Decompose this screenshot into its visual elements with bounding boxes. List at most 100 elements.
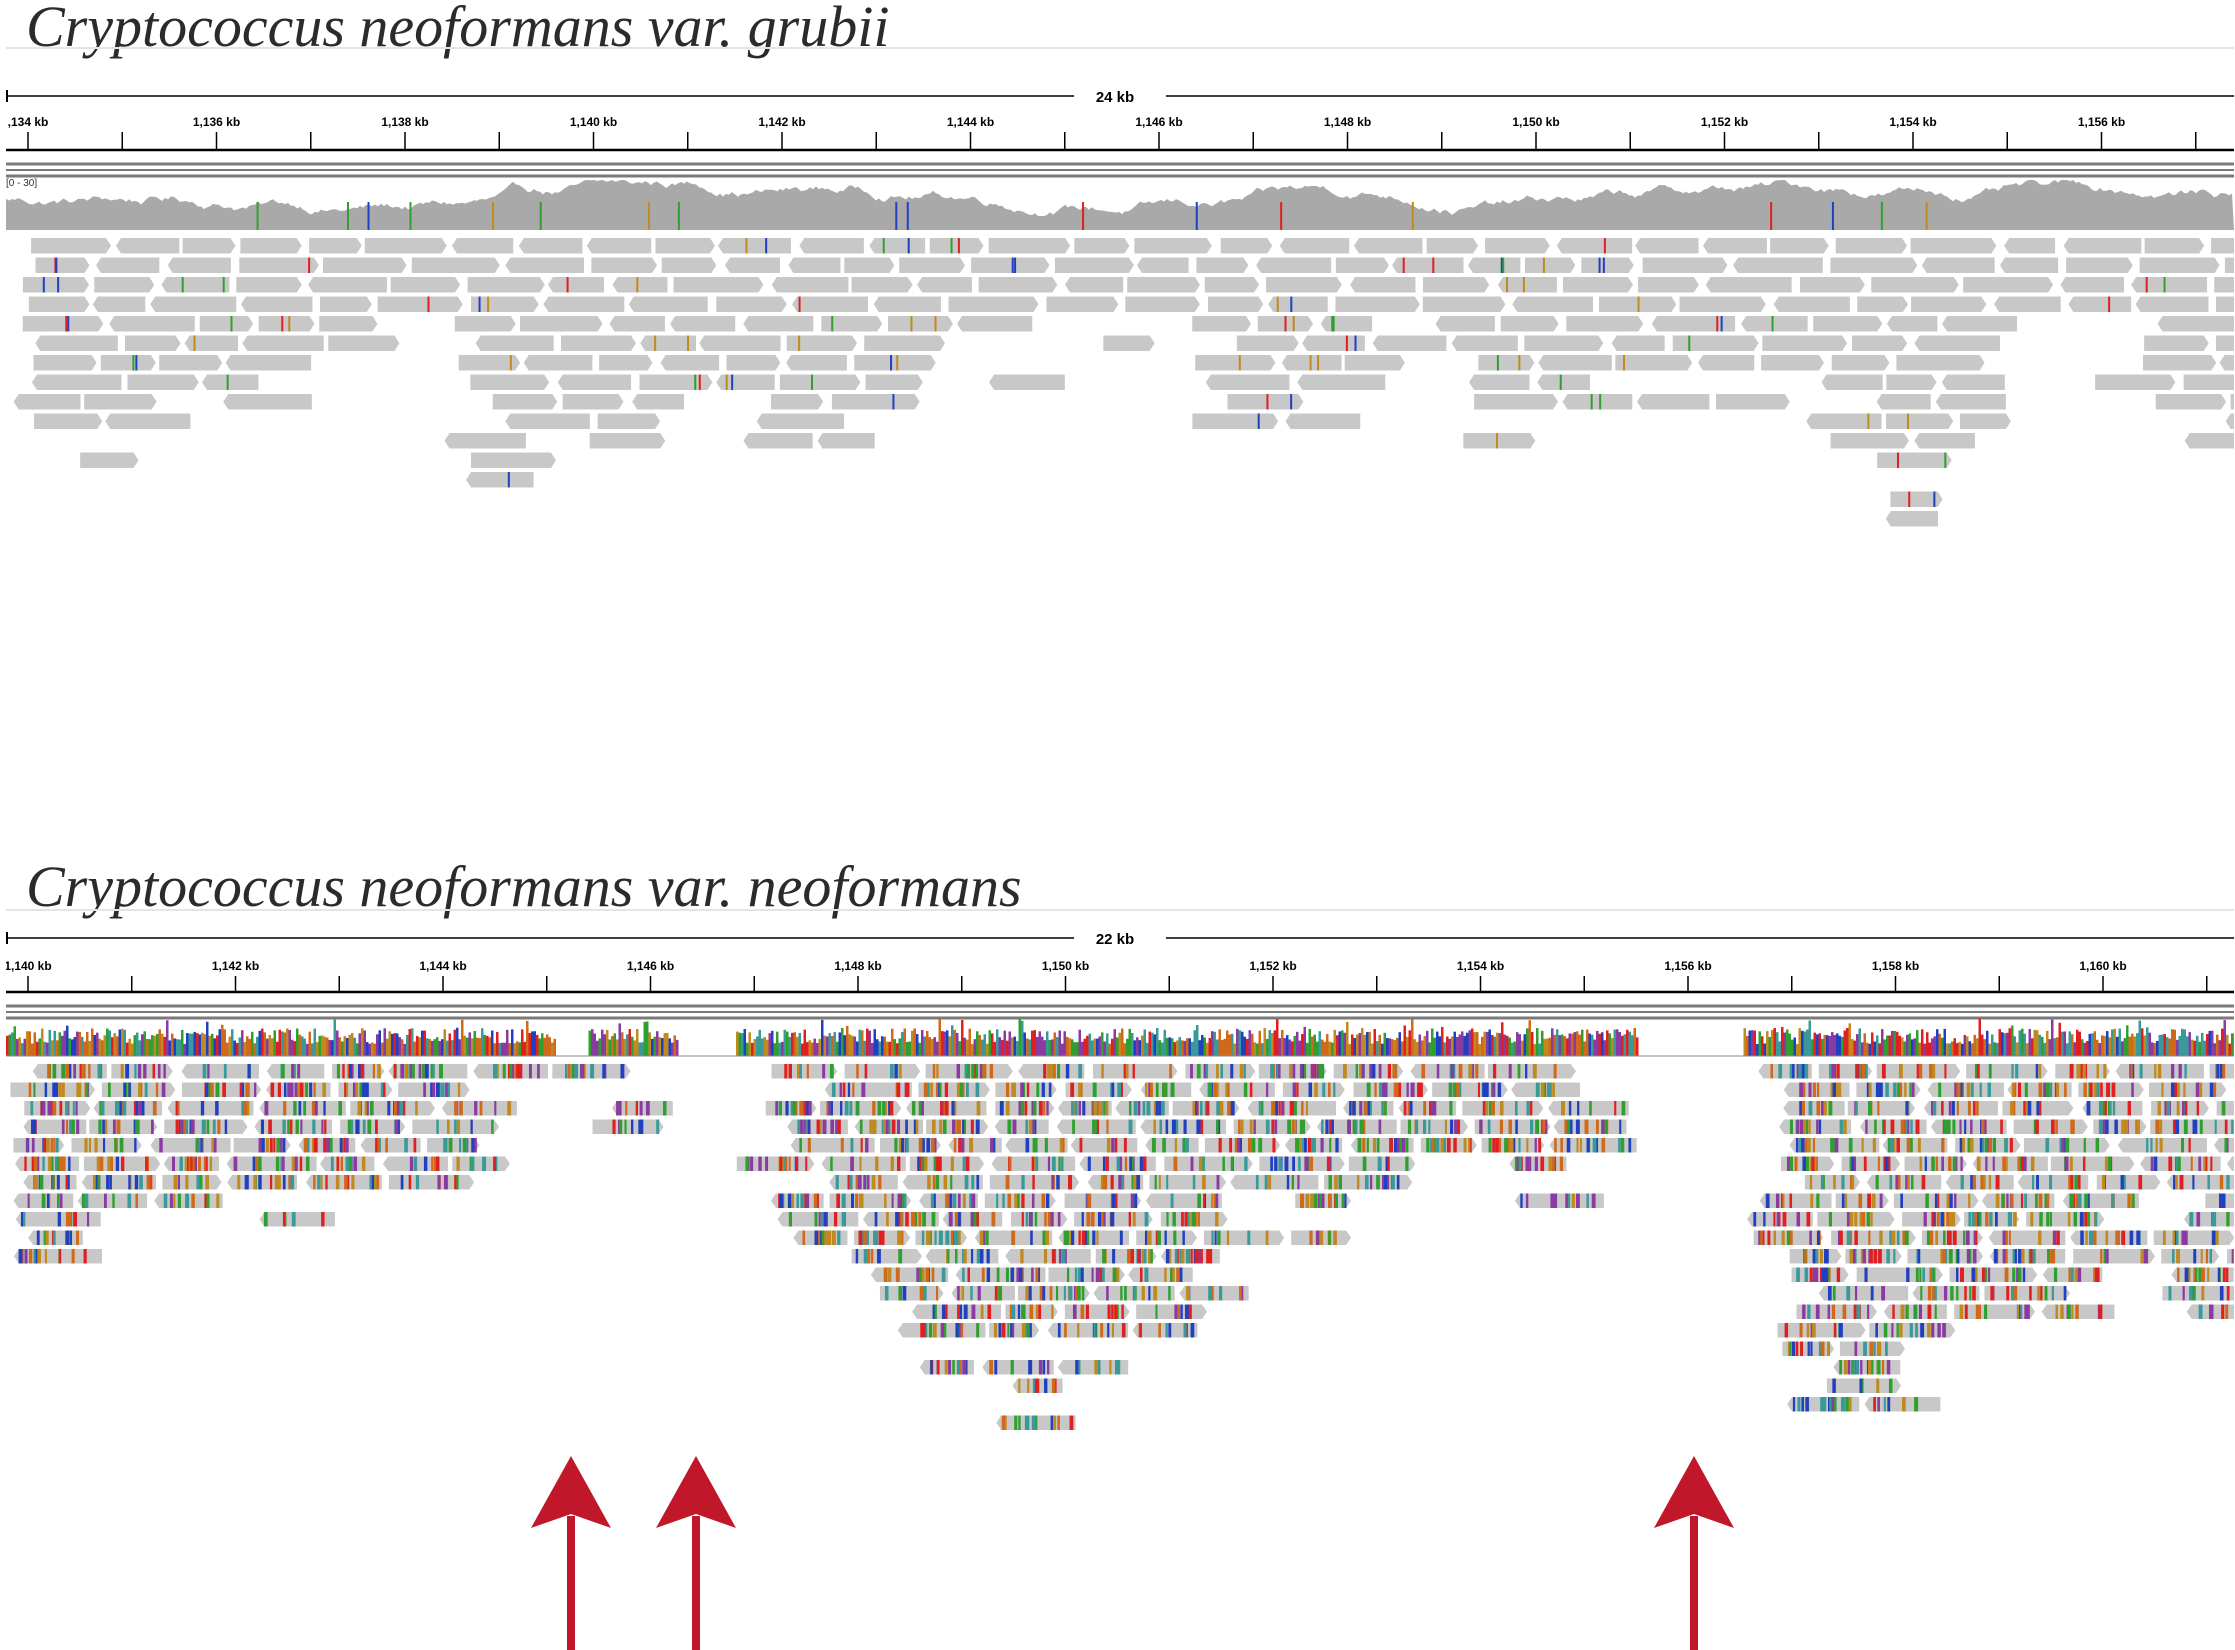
read[interactable] — [242, 335, 324, 352]
read[interactable] — [2150, 1119, 2234, 1135]
read[interactable] — [851, 1249, 922, 1264]
read[interactable] — [1857, 296, 1908, 313]
read[interactable] — [1556, 238, 1633, 254]
read[interactable] — [1140, 1119, 1227, 1135]
read[interactable] — [92, 296, 146, 313]
read[interactable] — [470, 452, 556, 469]
read[interactable] — [1268, 296, 1328, 313]
read[interactable] — [1203, 1230, 1285, 1246]
read[interactable] — [1999, 257, 2059, 274]
read[interactable] — [1914, 433, 1975, 449]
read[interactable] — [1890, 491, 1943, 508]
read[interactable] — [1281, 355, 1342, 371]
read[interactable] — [1733, 257, 1823, 274]
read[interactable] — [1127, 277, 1200, 293]
read[interactable] — [466, 472, 534, 488]
read[interactable] — [1103, 335, 1155, 352]
read[interactable] — [2213, 1138, 2234, 1153]
read[interactable] — [454, 316, 516, 332]
read[interactable] — [1927, 1082, 2004, 1098]
read[interactable] — [1335, 296, 1420, 313]
read[interactable] — [1302, 335, 1365, 352]
read[interactable] — [1672, 335, 1759, 352]
read[interactable] — [2149, 1082, 2227, 1098]
read[interactable] — [1994, 296, 2061, 313]
read[interactable] — [159, 355, 223, 371]
read[interactable] — [1885, 511, 1938, 527]
read[interactable] — [1285, 413, 1361, 430]
read[interactable] — [411, 257, 500, 274]
read[interactable] — [1149, 1175, 1227, 1190]
read[interactable] — [2026, 1212, 2105, 1227]
read[interactable] — [1208, 296, 1264, 313]
read[interactable] — [865, 374, 923, 391]
read[interactable] — [1256, 257, 1332, 274]
read[interactable] — [2062, 1193, 2139, 1209]
read[interactable] — [1054, 257, 1134, 274]
read[interactable] — [1847, 1101, 1916, 1116]
read[interactable] — [1282, 1082, 1345, 1098]
read[interactable] — [716, 296, 787, 313]
igv-track-panel-grubii[interactable]: 24 kb ,134 kb 1,136 kb 1,138 kb 1,140 kb 1,14… — [6, 46, 2234, 816]
read[interactable] — [84, 394, 157, 410]
read[interactable] — [1279, 238, 1350, 254]
read[interactable] — [2135, 296, 2209, 313]
read[interactable] — [1831, 355, 1890, 371]
read[interactable] — [1966, 1064, 2048, 1079]
read[interactable] — [1562, 277, 1633, 293]
read[interactable] — [777, 1212, 859, 1227]
read[interactable] — [1703, 238, 1767, 254]
read[interactable] — [2155, 394, 2227, 410]
read[interactable] — [150, 296, 237, 313]
read[interactable] — [655, 238, 715, 254]
read[interactable] — [1266, 277, 1342, 293]
read[interactable] — [1762, 335, 1848, 352]
read[interactable] — [1204, 1138, 1281, 1153]
read[interactable] — [1435, 316, 1495, 332]
read[interactable] — [1204, 277, 1260, 293]
read[interactable] — [726, 355, 781, 371]
read[interactable] — [24, 1101, 91, 1116]
read[interactable] — [1372, 335, 1447, 352]
read[interactable] — [799, 238, 864, 254]
read[interactable] — [873, 296, 941, 313]
read[interactable] — [673, 277, 764, 293]
alignment-reads[interactable] — [13, 238, 2234, 527]
read[interactable] — [2063, 238, 2142, 254]
read[interactable] — [309, 238, 362, 254]
read[interactable] — [1474, 394, 1559, 410]
read[interactable] — [1064, 1193, 1142, 1209]
read[interactable] — [1297, 374, 1386, 391]
read[interactable] — [1398, 1101, 1457, 1116]
read[interactable] — [319, 316, 378, 332]
read[interactable] — [452, 1156, 510, 1172]
read[interactable] — [639, 374, 713, 391]
read[interactable] — [31, 238, 111, 254]
read[interactable] — [1984, 1286, 2071, 1301]
read[interactable] — [1638, 277, 1699, 293]
read[interactable] — [2183, 374, 2234, 391]
read[interactable] — [1195, 355, 1276, 371]
read[interactable] — [716, 374, 775, 391]
read[interactable] — [2144, 335, 2209, 352]
read[interactable] — [869, 238, 926, 254]
read[interactable] — [1914, 335, 2000, 352]
read[interactable] — [2131, 277, 2208, 293]
read[interactable] — [1562, 394, 1633, 410]
read[interactable] — [2082, 1101, 2143, 1116]
read[interactable] — [240, 238, 302, 254]
read[interactable] — [870, 1267, 949, 1283]
read[interactable] — [505, 257, 584, 274]
read[interactable] — [1761, 355, 1824, 371]
read[interactable] — [1132, 1323, 1198, 1338]
read[interactable] — [670, 316, 736, 332]
read[interactable] — [1581, 257, 1634, 274]
read[interactable] — [1826, 1378, 1902, 1394]
read[interactable] — [2230, 394, 2234, 410]
read[interactable] — [71, 1138, 142, 1153]
read[interactable] — [743, 316, 814, 332]
read[interactable] — [1220, 238, 1273, 254]
read[interactable] — [258, 316, 315, 332]
read[interactable] — [1705, 277, 1792, 293]
read[interactable] — [1469, 374, 1530, 391]
